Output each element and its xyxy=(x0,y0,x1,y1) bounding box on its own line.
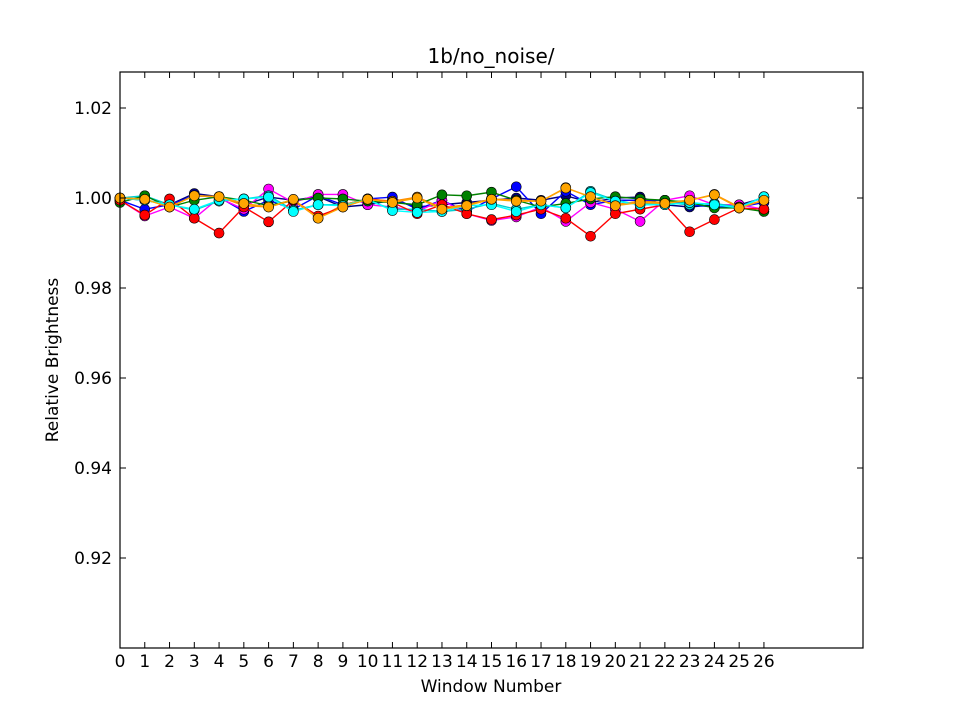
x-axis: 0 1 2 3 4 5 6 7 8 9 10 11 12 13 14 15 16 17 18 19 20 21 22 23 24… xyxy=(115,72,775,672)
data-point xyxy=(139,209,151,221)
data-point xyxy=(263,191,274,203)
x-tick-label: 24 xyxy=(704,652,726,672)
x-tick-label: 18 xyxy=(555,652,577,672)
x-tick-label: 8 xyxy=(313,652,324,672)
data-point xyxy=(585,230,596,242)
x-tick-label: 25 xyxy=(728,652,750,672)
data-point xyxy=(189,190,200,202)
data-point xyxy=(164,201,175,213)
x-tick-label: 13 xyxy=(431,652,453,672)
chart-title: 1b/no_noise/ xyxy=(427,44,554,68)
x-tick-label: 1 xyxy=(139,652,150,672)
x-tick-label: 17 xyxy=(530,652,552,672)
data-point xyxy=(263,201,274,213)
data-point xyxy=(411,207,423,218)
data-point xyxy=(263,216,274,228)
data-point xyxy=(659,198,671,209)
data-point xyxy=(189,203,200,215)
x-tick-label: 12 xyxy=(406,652,428,672)
x-tick-label: 4 xyxy=(214,652,225,672)
y-tick-label: 1.02 xyxy=(74,99,112,119)
data-point xyxy=(312,212,324,224)
y-tick-label: 0.94 xyxy=(74,459,112,479)
x-tick-label: 14 xyxy=(456,652,478,672)
x-tick-label: 9 xyxy=(337,652,348,672)
x-tick-label: 11 xyxy=(382,652,404,672)
data-point xyxy=(634,197,646,208)
data-point xyxy=(758,203,770,215)
data-point xyxy=(486,194,497,205)
data-point xyxy=(585,191,596,202)
data-point xyxy=(288,206,299,217)
data-point xyxy=(709,214,720,225)
data-point xyxy=(486,214,497,225)
data-point xyxy=(560,202,572,214)
x-tick-label: 26 xyxy=(753,652,775,672)
data-point xyxy=(213,227,225,239)
plot-area xyxy=(114,181,770,242)
series-8 xyxy=(114,182,770,224)
x-tick-label: 19 xyxy=(580,652,602,672)
data-point xyxy=(709,189,720,201)
data-point xyxy=(535,195,547,207)
data-point xyxy=(387,197,398,208)
data-point xyxy=(634,216,646,227)
x-tick-label: 22 xyxy=(654,652,676,672)
data-point xyxy=(362,194,373,205)
data-point xyxy=(312,199,324,211)
y-tick-label: 1.00 xyxy=(74,189,112,209)
x-tick-label: 10 xyxy=(357,652,379,672)
x-tick-label: 23 xyxy=(679,652,701,672)
x-tick-label: 2 xyxy=(164,652,175,672)
data-point xyxy=(510,195,522,207)
x-axis-label: Window Number xyxy=(421,677,562,697)
data-point xyxy=(337,201,349,213)
data-point xyxy=(560,212,572,224)
x-tick-label: 16 xyxy=(505,652,527,672)
x-tick-label: 6 xyxy=(263,652,274,672)
y-tick-label: 0.98 xyxy=(74,279,112,299)
data-point xyxy=(684,226,695,238)
data-point xyxy=(411,192,423,204)
data-point xyxy=(684,194,695,206)
y-axis-label: Relative Brightness xyxy=(43,278,63,443)
data-point xyxy=(189,212,200,224)
data-point xyxy=(560,182,572,194)
data-point xyxy=(461,200,473,211)
data-point xyxy=(436,189,448,201)
data-point xyxy=(139,194,151,205)
x-tick-label: 21 xyxy=(629,652,651,672)
data-point xyxy=(461,190,473,202)
data-point xyxy=(213,191,225,202)
x-tick-label: 3 xyxy=(189,652,200,672)
x-tick-label: 0 xyxy=(115,652,126,672)
data-point xyxy=(510,181,522,193)
data-point xyxy=(733,202,745,214)
x-tick-label: 15 xyxy=(481,652,503,672)
x-tick-label: 20 xyxy=(605,652,627,672)
y-tick-label: 0.92 xyxy=(74,549,112,569)
x-tick-label: 7 xyxy=(288,652,299,672)
y-axis: 0.92 0.94 0.96 0.98 1.00 1.02 xyxy=(74,99,863,569)
x-tick-label: 5 xyxy=(238,652,249,672)
data-point xyxy=(238,198,250,209)
data-point xyxy=(436,203,448,215)
y-tick-label: 0.96 xyxy=(74,369,112,389)
data-point xyxy=(288,194,299,205)
data-point xyxy=(709,199,720,211)
data-point xyxy=(510,206,522,217)
data-point xyxy=(758,194,770,206)
data-point xyxy=(610,200,621,211)
